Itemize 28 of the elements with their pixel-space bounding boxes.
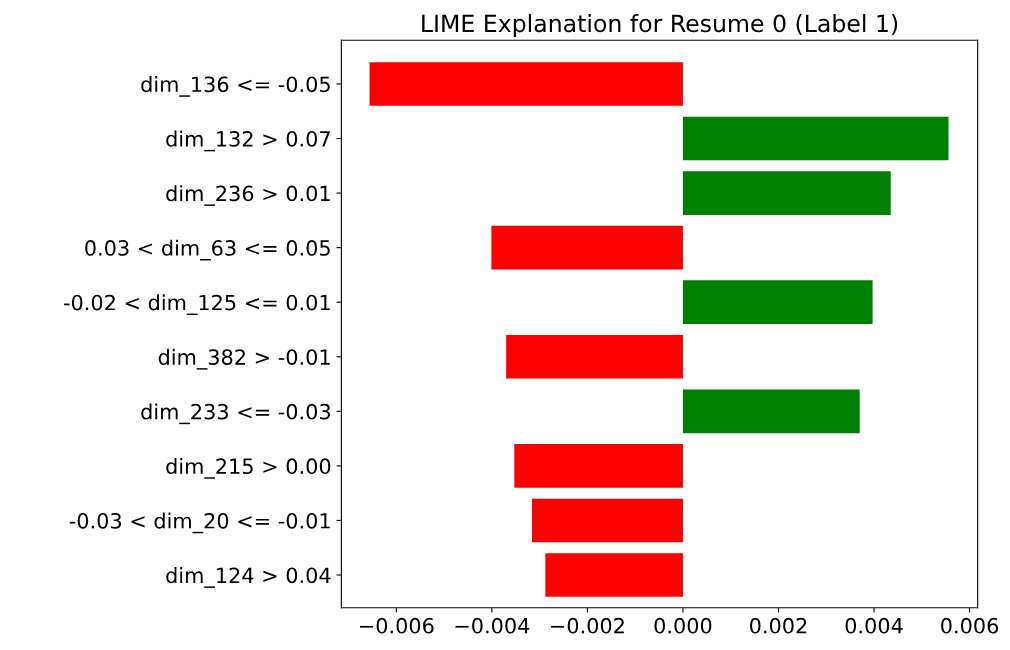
bar bbox=[514, 444, 683, 488]
bar bbox=[369, 62, 683, 106]
x-tick-label: −0.002 bbox=[551, 617, 624, 634]
bar bbox=[531, 498, 683, 543]
bar bbox=[682, 280, 873, 325]
x-tick-label: −0.004 bbox=[455, 617, 530, 634]
x-tick-label: 0.002 bbox=[750, 617, 807, 634]
chart-title: LIME Explanation for Resume 0 (Label 1) bbox=[422, 14, 898, 37]
y-tick-label: dim_124 > 0.04 bbox=[166, 567, 331, 588]
y-tick-label: dim_382 > -0.01 bbox=[158, 348, 330, 370]
y-tick-label: 0.03 < dim_63 <= 0.05 bbox=[85, 239, 330, 261]
x-tick-label: −0.006 bbox=[359, 617, 434, 634]
y-tick-label: dim_215 > 0.00 bbox=[166, 457, 331, 479]
x-tick-label: 0.006 bbox=[941, 617, 999, 634]
bar bbox=[682, 116, 949, 161]
y-tick-label: dim_236 > 0.01 bbox=[166, 185, 330, 206]
bar bbox=[506, 334, 683, 379]
bar bbox=[491, 225, 683, 270]
x-tick-label: 0.004 bbox=[845, 617, 903, 634]
bar bbox=[682, 171, 891, 215]
y-tick-label: dim_132 > 0.07 bbox=[166, 130, 330, 152]
bar bbox=[545, 553, 683, 597]
y-tick-label: dim_136 <= -0.05 bbox=[141, 76, 330, 97]
y-tick-label: -0.03 < dim_20 <= -0.01 bbox=[69, 512, 330, 534]
bar bbox=[682, 389, 860, 434]
y-tick-label: -0.02 < dim_125 <= 0.01 bbox=[64, 294, 330, 316]
y-tick-label: dim_233 <= -0.03 bbox=[141, 403, 330, 425]
x-tick-label: 0.000 bbox=[654, 617, 712, 634]
